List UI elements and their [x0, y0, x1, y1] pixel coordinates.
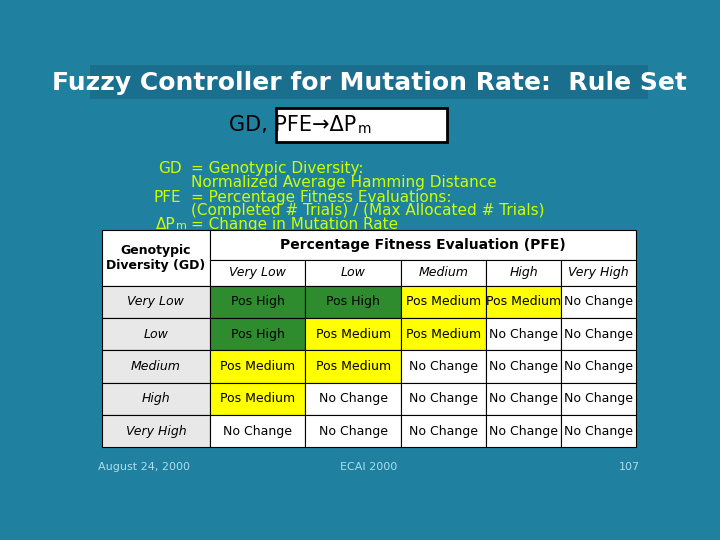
- Bar: [305, 260, 401, 286]
- Bar: [486, 260, 561, 286]
- Text: = Genotypic Diversity:: = Genotypic Diversity:: [191, 161, 364, 176]
- Text: = Percentage Fitness Evaluations:: = Percentage Fitness Evaluations:: [191, 190, 451, 205]
- Text: ΔP: ΔP: [156, 217, 175, 232]
- Bar: [102, 383, 210, 415]
- Text: Pos Medium: Pos Medium: [220, 393, 295, 406]
- Bar: [561, 383, 636, 415]
- Text: (Completed # Trials) / (Max Allocated # Trials): (Completed # Trials) / (Max Allocated # …: [191, 204, 544, 218]
- Bar: [561, 350, 636, 383]
- Text: No Change: No Change: [564, 295, 634, 308]
- Bar: [102, 231, 210, 286]
- Bar: [90, 65, 648, 99]
- Text: High: High: [142, 393, 170, 406]
- Text: 107: 107: [619, 462, 640, 472]
- Text: No Change: No Change: [223, 425, 292, 438]
- Text: No Change: No Change: [409, 425, 478, 438]
- Bar: [561, 286, 636, 318]
- Bar: [305, 318, 401, 350]
- Text: PFE: PFE: [154, 190, 181, 205]
- Text: Pos High: Pos High: [231, 295, 284, 308]
- Bar: [210, 415, 305, 448]
- Text: No Change: No Change: [564, 328, 634, 341]
- Text: No Change: No Change: [489, 328, 558, 341]
- Bar: [486, 350, 561, 383]
- Bar: [401, 383, 486, 415]
- Text: Pos Medium: Pos Medium: [486, 295, 561, 308]
- Bar: [486, 318, 561, 350]
- Text: No Change: No Change: [489, 393, 558, 406]
- Text: Medium: Medium: [418, 266, 468, 279]
- Text: No Change: No Change: [319, 393, 387, 406]
- Bar: [401, 350, 486, 383]
- Text: Low: Low: [143, 328, 168, 341]
- Text: Pos Medium: Pos Medium: [315, 360, 391, 373]
- Text: No Change: No Change: [564, 425, 634, 438]
- Bar: [305, 350, 401, 383]
- Bar: [305, 415, 401, 448]
- Bar: [401, 318, 486, 350]
- Text: No Change: No Change: [409, 393, 478, 406]
- Text: Percentage Fitness Evaluation (PFE): Percentage Fitness Evaluation (PFE): [280, 238, 566, 252]
- Bar: [102, 415, 210, 448]
- Text: No Change: No Change: [319, 425, 387, 438]
- Bar: [210, 286, 305, 318]
- Bar: [210, 260, 305, 286]
- Bar: [276, 108, 446, 142]
- Text: No Change: No Change: [564, 393, 634, 406]
- Text: GD: GD: [158, 161, 181, 176]
- Bar: [102, 286, 210, 318]
- Text: No Change: No Change: [564, 360, 634, 373]
- Text: Normalized Average Hamming Distance: Normalized Average Hamming Distance: [191, 175, 497, 190]
- Text: Very Low: Very Low: [230, 266, 287, 279]
- Text: Low: Low: [341, 266, 366, 279]
- Text: Very Low: Very Low: [127, 295, 184, 308]
- Text: Medium: Medium: [131, 360, 181, 373]
- Text: Pos High: Pos High: [231, 328, 284, 341]
- Bar: [210, 350, 305, 383]
- Text: Pos Medium: Pos Medium: [406, 295, 481, 308]
- Text: Pos Medium: Pos Medium: [220, 360, 295, 373]
- Text: m: m: [357, 122, 371, 136]
- Bar: [486, 286, 561, 318]
- Bar: [210, 318, 305, 350]
- Bar: [401, 260, 486, 286]
- Text: High: High: [509, 266, 538, 279]
- Bar: [102, 350, 210, 383]
- Text: No Change: No Change: [489, 360, 558, 373]
- Text: = Change in Mutation Rate: = Change in Mutation Rate: [191, 217, 398, 232]
- Bar: [401, 286, 486, 318]
- Text: Pos High: Pos High: [326, 295, 380, 308]
- Text: Pos Medium: Pos Medium: [315, 328, 391, 341]
- Text: Fuzzy Controller for Mutation Rate:  Rule Set: Fuzzy Controller for Mutation Rate: Rule…: [52, 71, 686, 94]
- Text: Very High: Very High: [125, 425, 186, 438]
- Text: m: m: [176, 221, 187, 231]
- Bar: [210, 383, 305, 415]
- Bar: [305, 286, 401, 318]
- Text: GD, PFE→ΔP: GD, PFE→ΔP: [228, 115, 356, 135]
- Text: ECAI 2000: ECAI 2000: [341, 462, 397, 472]
- Bar: [561, 415, 636, 448]
- Bar: [210, 231, 636, 260]
- Bar: [305, 383, 401, 415]
- Bar: [486, 415, 561, 448]
- Text: Very High: Very High: [569, 266, 629, 279]
- Text: August 24, 2000: August 24, 2000: [98, 462, 190, 472]
- Bar: [561, 260, 636, 286]
- Bar: [401, 415, 486, 448]
- Text: Genotypic
Diversity (GD): Genotypic Diversity (GD): [107, 244, 205, 272]
- Text: No Change: No Change: [409, 360, 478, 373]
- Bar: [102, 318, 210, 350]
- Bar: [486, 383, 561, 415]
- Text: Pos Medium: Pos Medium: [406, 328, 481, 341]
- Text: No Change: No Change: [489, 425, 558, 438]
- Bar: [561, 318, 636, 350]
